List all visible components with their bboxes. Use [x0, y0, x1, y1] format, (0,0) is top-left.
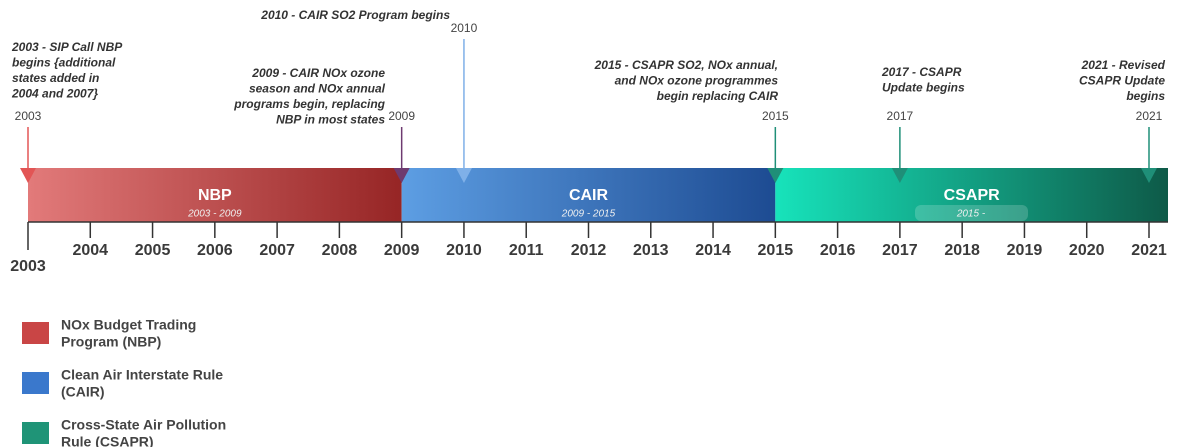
year-label: 2020: [1069, 242, 1105, 259]
year-label: 2010: [446, 242, 482, 259]
event-text: states added in: [12, 71, 99, 85]
legend-text: Cross-State Air Pollution: [61, 417, 226, 433]
event-text: 2010 - CAIR SO2 Program begins: [260, 8, 450, 22]
event-text: programs begin, replacing: [233, 97, 385, 111]
event-text: 2009 - CAIR NOx ozone: [251, 66, 385, 80]
phase-name: CSAPR: [944, 187, 1000, 204]
phase-bar: [28, 168, 402, 222]
year-label: 2008: [322, 242, 358, 259]
year-label: 2011: [509, 242, 544, 259]
year-label: 2015: [758, 242, 794, 259]
year-label: 2013: [633, 242, 669, 259]
event-marker: [1141, 168, 1157, 183]
event-text: season and NOx annual: [249, 82, 386, 96]
event-text: Update begins: [882, 81, 965, 95]
event-text: 2021 - Revised: [1081, 58, 1166, 72]
legend-text: NOx Budget Trading: [61, 317, 196, 333]
event-text: begin replacing CAIR: [657, 89, 779, 103]
phase-name: NBP: [198, 187, 232, 204]
event-year: 2015: [762, 109, 789, 123]
year-label: 2003: [10, 258, 46, 275]
event-text: begins: [1126, 89, 1165, 103]
event-text: CSAPR Update: [1079, 74, 1165, 88]
event-text: 2003 - SIP Call NBP: [11, 40, 123, 54]
event-text: and NOx ozone programmes: [615, 74, 779, 88]
legend-swatch: [22, 372, 49, 394]
range-chip: [915, 205, 1028, 221]
year-label: 2017: [882, 242, 918, 259]
legend-text: Rule (CSAPR): [61, 434, 154, 447]
year-label: 2009: [384, 242, 420, 259]
year-label: 2012: [571, 242, 607, 259]
phase-range: 2015 -: [956, 209, 986, 220]
year-label: 2014: [695, 242, 731, 259]
year-label: 2005: [135, 242, 171, 259]
phase-range: 2009 - 2015: [561, 209, 616, 220]
phase-bar: [775, 168, 1168, 222]
legend-swatch: [22, 322, 49, 344]
legend-text: (CAIR): [61, 384, 105, 400]
event-year: 2017: [887, 109, 914, 123]
event-marker: [767, 168, 784, 183]
year-label: 2021: [1131, 242, 1167, 259]
event-year: 2009: [388, 109, 415, 123]
year-label: 2007: [259, 242, 295, 259]
phase-range: 2003 - 2009: [187, 209, 242, 220]
event-marker: [891, 168, 908, 183]
event-year: 2010: [451, 21, 478, 35]
event-marker: [393, 168, 410, 183]
phase-name: CAIR: [569, 187, 609, 204]
legend-text: Program (NBP): [61, 334, 161, 350]
year-label: 2006: [197, 242, 233, 259]
year-label: 2019: [1007, 242, 1043, 259]
event-text: 2015 - CSAPR SO2, NOx annual,: [594, 58, 778, 72]
year-label: 2004: [72, 242, 108, 259]
legend-swatch: [22, 422, 49, 444]
year-label: 2018: [944, 242, 980, 259]
event-text: begins {additional: [12, 56, 116, 70]
event-marker: [455, 168, 472, 183]
event-text: 2017 - CSAPR: [881, 65, 962, 79]
event-text: NBP in most states: [276, 113, 385, 127]
event-year: 2021: [1136, 109, 1163, 123]
legend-text: Clean Air Interstate Rule: [61, 367, 223, 383]
event-marker: [20, 168, 36, 183]
event-year: 2003: [15, 109, 42, 123]
year-label: 2016: [820, 242, 856, 259]
event-text: 2004 and 2007}: [11, 87, 98, 101]
